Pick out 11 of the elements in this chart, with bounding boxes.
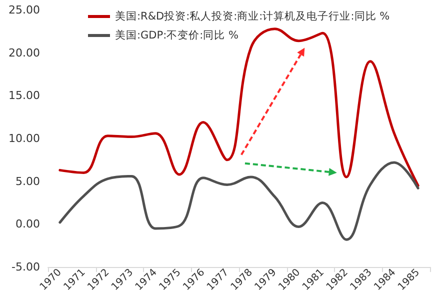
- line-series: [58, 28, 420, 187]
- y-tick-label: 15.00: [8, 89, 40, 102]
- y-tick-label: 10.00: [8, 132, 40, 145]
- y-tick-label: 5.00: [16, 174, 40, 188]
- y-tick-label: -5.00: [12, 260, 40, 274]
- y-tick-label: 0.00: [16, 218, 40, 231]
- legend-label: 美国:GDP:不变价:同比 %: [115, 28, 239, 42]
- y-tick-label: 20.00: [8, 46, 40, 60]
- line-series: [58, 161, 420, 241]
- legend-label: 美国:R&D投资:私人投资:商业:计算机及电子行业:同比 %: [115, 10, 390, 22]
- y-tick-label: 25.00: [8, 4, 40, 16]
